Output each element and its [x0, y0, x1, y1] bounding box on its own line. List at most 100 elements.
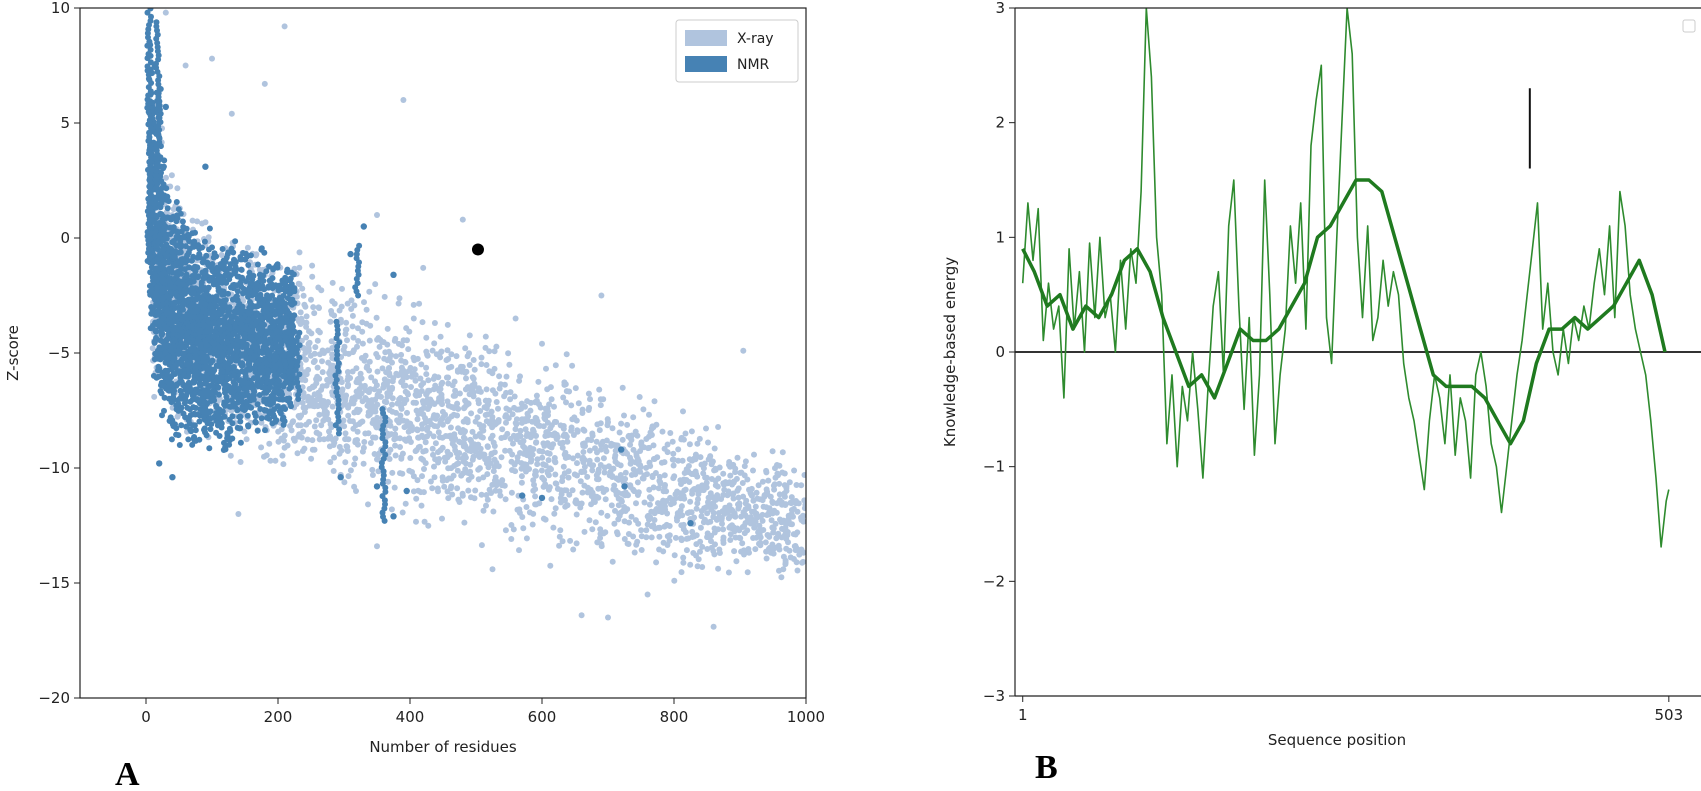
- xray-point: [386, 418, 393, 425]
- xray-point: [418, 388, 425, 394]
- xray-point: [489, 424, 496, 431]
- xray-point: [775, 532, 782, 539]
- xray-point: [756, 522, 763, 529]
- xray-point: [697, 524, 704, 531]
- xray-point: [720, 492, 727, 498]
- xray-point: [365, 501, 371, 508]
- xray-point: [663, 521, 670, 528]
- xray-point: [674, 488, 681, 495]
- xray-point: [575, 400, 582, 407]
- xray-point: [794, 567, 801, 574]
- xray-point: [413, 495, 420, 502]
- xray-point: [619, 476, 626, 483]
- xray-point: [478, 361, 485, 368]
- nmr-point: [262, 427, 268, 434]
- xray-point: [194, 218, 201, 225]
- xray-point: [511, 393, 518, 400]
- xray-point: [581, 463, 588, 470]
- xray-point: [478, 491, 485, 498]
- xray-point: [796, 551, 803, 558]
- xray-point: [151, 393, 158, 400]
- xray-point: [711, 525, 718, 532]
- xray-point: [419, 425, 426, 432]
- xray-point: [311, 391, 318, 398]
- xray-point: [608, 502, 615, 509]
- xray-point: [646, 433, 652, 440]
- nmr-point: [254, 427, 261, 434]
- xray-point: [546, 401, 553, 408]
- xray-point: [366, 337, 373, 344]
- xray-point: [405, 346, 412, 353]
- xray-point: [392, 425, 399, 432]
- xray-point: [336, 307, 343, 314]
- xray-point: [444, 347, 451, 354]
- xray-point: [308, 330, 315, 337]
- nmr-point: [243, 278, 249, 285]
- xray-point: [672, 534, 679, 541]
- xray-point: [698, 461, 705, 468]
- xray-point: [599, 485, 605, 492]
- xray-point: [471, 366, 478, 373]
- xray-point: [383, 399, 390, 406]
- xray-point: [400, 417, 407, 424]
- nmr-point: [177, 249, 184, 256]
- xray-point: [476, 421, 483, 428]
- xray-point: [771, 486, 778, 493]
- xray-point: [634, 479, 641, 486]
- xray-point: [772, 520, 779, 527]
- xray-point: [530, 510, 537, 517]
- xray-point: [574, 452, 581, 459]
- xray-point: [633, 500, 639, 507]
- nmr-point: [152, 327, 159, 334]
- xray-point: [733, 558, 740, 565]
- xray-point: [504, 430, 511, 437]
- xray-point: [367, 440, 374, 446]
- xray-point: [436, 387, 443, 394]
- xray-point: [678, 537, 685, 544]
- xray-point: [801, 472, 806, 478]
- xray-point: [609, 425, 616, 432]
- xray-point: [685, 535, 692, 542]
- xray-point: [533, 432, 539, 439]
- nmr-point: [237, 413, 244, 420]
- xray-point: [643, 464, 650, 471]
- xray-point: [479, 452, 486, 459]
- xray-point: [311, 357, 318, 364]
- xray-point: [298, 412, 305, 419]
- xray-point: [621, 536, 628, 542]
- xray-point: [299, 448, 306, 454]
- xray-point: [394, 400, 401, 407]
- nmr-point: [234, 288, 241, 295]
- xray-point: [765, 477, 772, 484]
- xray-point: [668, 501, 674, 508]
- xray-point: [637, 462, 644, 469]
- xray-point: [564, 438, 571, 445]
- xray-point: [328, 338, 335, 345]
- nmr-point: [176, 321, 183, 328]
- xray-point: [494, 480, 501, 487]
- xray-outlier-point: [182, 62, 189, 69]
- xray-point: [423, 364, 430, 371]
- xray-point: [355, 379, 362, 386]
- xray-point: [392, 452, 399, 459]
- xray-point: [435, 459, 442, 466]
- nmr-point: [189, 257, 195, 264]
- xray-point: [410, 301, 417, 308]
- xray-point: [293, 293, 300, 300]
- xray-point: [527, 450, 534, 457]
- xray-point: [512, 468, 519, 475]
- xray-point: [453, 353, 460, 360]
- xray-point: [792, 543, 799, 549]
- xray-point: [768, 517, 775, 524]
- xray-point: [306, 418, 312, 425]
- xray-point: [202, 219, 209, 226]
- xray-point: [752, 503, 759, 510]
- xray-point: [359, 448, 366, 455]
- xray-point: [403, 422, 410, 429]
- xray-point: [627, 460, 634, 467]
- xray-point: [365, 430, 372, 437]
- xray-point: [649, 474, 656, 481]
- xray-point: [469, 456, 476, 463]
- nmr-point: [151, 339, 158, 346]
